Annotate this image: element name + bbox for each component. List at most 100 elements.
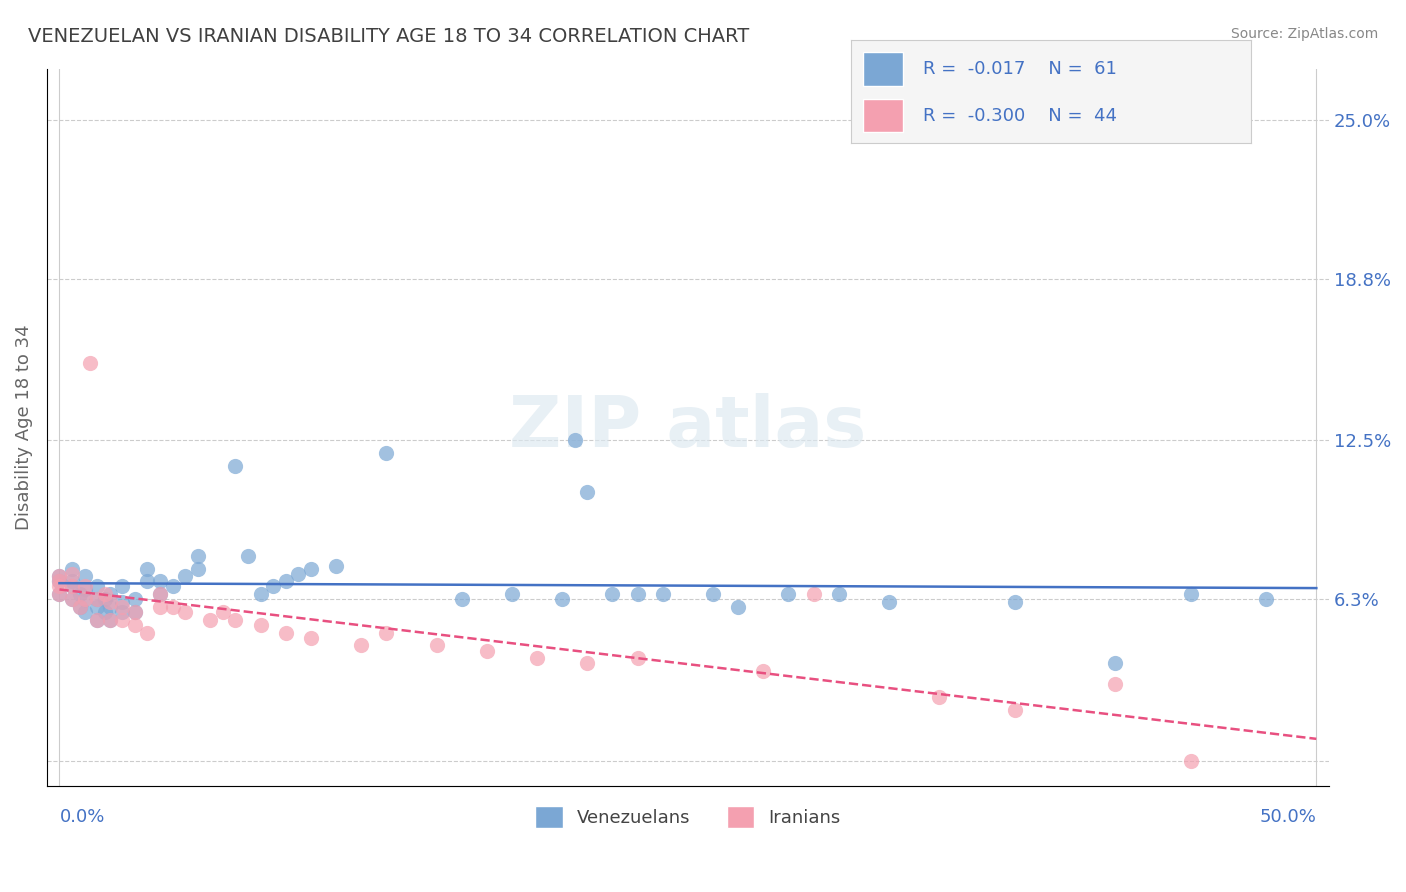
Point <box>828 587 851 601</box>
Point <box>626 587 648 601</box>
Point <box>1004 595 1026 609</box>
Point <box>262 579 284 593</box>
Point <box>928 690 950 704</box>
Point <box>73 592 96 607</box>
Point <box>60 566 83 581</box>
Point <box>425 639 447 653</box>
Point <box>86 613 108 627</box>
Point <box>450 592 472 607</box>
Point <box>200 613 222 627</box>
Point <box>136 574 159 589</box>
Point <box>299 631 322 645</box>
Point <box>236 549 259 563</box>
Point <box>48 579 70 593</box>
Point <box>350 639 373 653</box>
Point <box>576 484 599 499</box>
Point <box>48 587 70 601</box>
Point <box>375 446 398 460</box>
Point <box>48 574 70 589</box>
Text: R =  -0.017    N =  61: R = -0.017 N = 61 <box>922 61 1116 78</box>
Text: VENEZUELAN VS IRANIAN DISABILITY AGE 18 TO 34 CORRELATION CHART: VENEZUELAN VS IRANIAN DISABILITY AGE 18 … <box>28 27 749 45</box>
Point <box>86 592 108 607</box>
Point <box>475 643 498 657</box>
Point <box>73 569 96 583</box>
Point <box>162 599 184 614</box>
Point <box>93 587 115 601</box>
Text: Source: ZipAtlas.com: Source: ZipAtlas.com <box>1230 27 1378 41</box>
Point <box>1004 702 1026 716</box>
Point <box>98 613 121 627</box>
Point <box>526 651 548 665</box>
Point <box>274 625 297 640</box>
Point <box>576 657 599 671</box>
Point <box>60 592 83 607</box>
Point <box>73 579 96 593</box>
Point <box>73 605 96 619</box>
Point <box>111 605 134 619</box>
Point <box>187 561 209 575</box>
Point <box>249 618 271 632</box>
Point <box>98 587 121 601</box>
Point <box>1180 587 1202 601</box>
Point <box>375 625 398 640</box>
Point <box>778 587 800 601</box>
Point <box>124 605 146 619</box>
Point <box>1104 657 1126 671</box>
Point <box>93 605 115 619</box>
Point <box>111 595 134 609</box>
Point <box>174 605 197 619</box>
Point <box>124 605 146 619</box>
Point <box>752 664 775 678</box>
Point <box>1104 677 1126 691</box>
Point <box>727 599 749 614</box>
Point <box>60 592 83 607</box>
Point <box>287 566 309 581</box>
Point <box>98 613 121 627</box>
Point <box>551 592 574 607</box>
Point <box>602 587 624 601</box>
FancyBboxPatch shape <box>863 53 903 87</box>
Point <box>274 574 297 589</box>
Point <box>93 592 115 607</box>
Point <box>149 599 172 614</box>
Point <box>60 579 83 593</box>
Point <box>48 574 70 589</box>
Point <box>73 582 96 596</box>
Point <box>136 625 159 640</box>
Text: 50.0%: 50.0% <box>1260 808 1316 826</box>
Point <box>174 569 197 583</box>
Point <box>69 587 91 601</box>
Point <box>702 587 724 601</box>
Point <box>60 561 83 575</box>
Point <box>1180 754 1202 768</box>
Point <box>79 356 101 370</box>
Point <box>149 587 172 601</box>
Point <box>162 579 184 593</box>
Point <box>86 599 108 614</box>
Point <box>224 458 246 473</box>
Point <box>249 587 271 601</box>
Point <box>299 561 322 575</box>
Point <box>111 613 134 627</box>
Point <box>111 599 134 614</box>
Point <box>651 587 673 601</box>
Point <box>136 561 159 575</box>
Y-axis label: Disability Age 18 to 34: Disability Age 18 to 34 <box>15 325 32 531</box>
Text: 0.0%: 0.0% <box>59 808 105 826</box>
Point <box>187 549 209 563</box>
Point <box>48 569 70 583</box>
Point <box>86 579 108 593</box>
FancyBboxPatch shape <box>863 99 903 132</box>
Point <box>803 587 825 601</box>
Point <box>111 579 134 593</box>
Point <box>124 618 146 632</box>
Point <box>626 651 648 665</box>
Text: R =  -0.300    N =  44: R = -0.300 N = 44 <box>922 106 1116 125</box>
Point <box>224 613 246 627</box>
Point <box>48 587 70 601</box>
Point <box>501 587 523 601</box>
Point <box>60 574 83 589</box>
Point <box>1254 592 1277 607</box>
Point <box>73 592 96 607</box>
Point <box>86 613 108 627</box>
